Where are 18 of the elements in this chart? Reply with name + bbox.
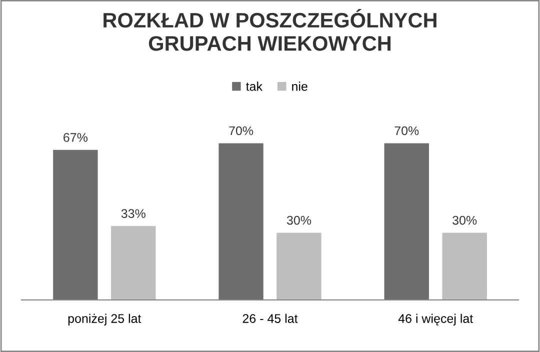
x-tick-label: 46 i więcej lat (398, 314, 474, 326)
legend-label: tak (246, 82, 263, 91)
data-label: 70% (394, 126, 419, 136)
data-label: 30% (286, 216, 312, 225)
data-label: 67% (64, 133, 88, 142)
chart-title: ROZKŁAD W POSZCZEGÓLNYCH GRUPACH WIEKOWYCH (104, 8, 436, 51)
data-label: 33% (121, 209, 146, 218)
x-tick-label: 26 - 45 lat (242, 314, 298, 323)
bar (218, 143, 264, 300)
data-label: 30% (452, 216, 477, 225)
data-label: 70% (229, 126, 254, 136)
bar (442, 232, 487, 300)
bar (276, 232, 322, 300)
legend-label: nie (292, 82, 308, 91)
bar (384, 143, 429, 300)
x-tick-label: poniżej 25 lat (68, 314, 142, 326)
bar (111, 226, 156, 300)
bar (53, 150, 98, 300)
